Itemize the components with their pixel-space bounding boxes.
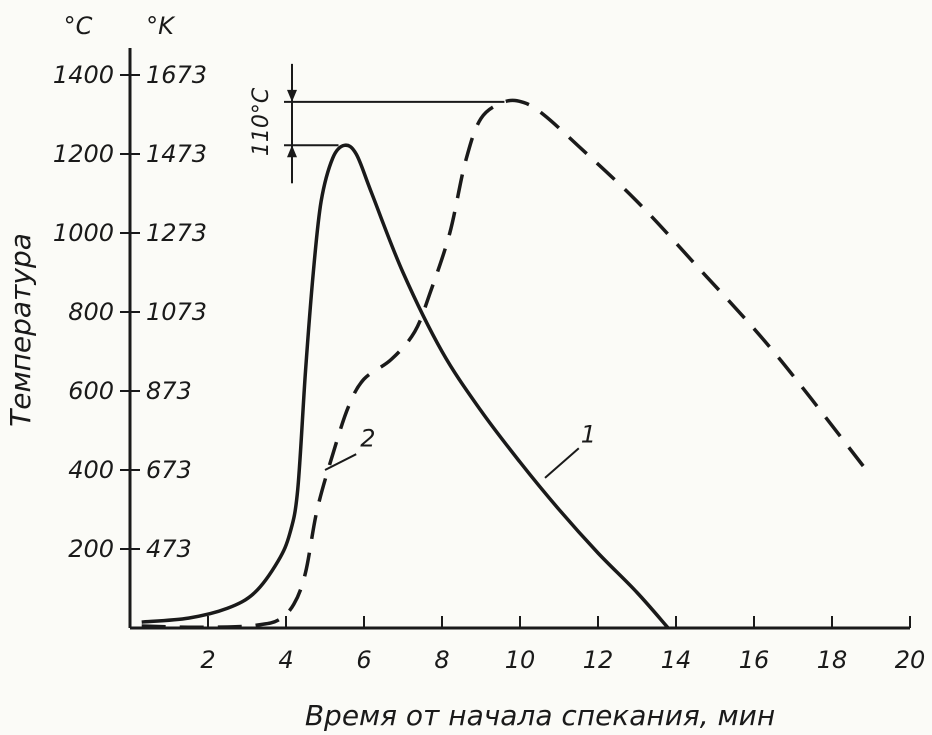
annotation-layer [284, 63, 505, 184]
series-1-label: 1 [581, 420, 596, 448]
labels: °C °K Температура Время от начала спекан… [4, 12, 775, 732]
y-axis-title: Температура [4, 233, 37, 427]
series-2-label: 2 [360, 424, 375, 452]
y-tick-label-c: 1400 [53, 61, 114, 89]
y-tick-label-c: 1000 [53, 219, 114, 247]
y-tick-label-k: 1473 [146, 140, 207, 168]
x-tick-label: 20 [895, 646, 926, 674]
y-tick-label-k: 1073 [146, 298, 207, 326]
x-tick-label: 16 [739, 646, 770, 674]
delta-arrow-up [287, 145, 297, 158]
y-tick-label-k: 873 [146, 377, 192, 405]
delta-arrow-down [287, 89, 297, 102]
x-tick-label: 2 [200, 646, 215, 674]
y-tick-label-c: 200 [68, 535, 114, 563]
series-2-leader [324, 453, 357, 471]
x-tick-label: 8 [434, 646, 449, 674]
y-tick-label-c: 800 [68, 298, 114, 326]
series-2-line [141, 98, 865, 629]
y-tick-label-c: 1200 [53, 140, 114, 168]
x-tick-label: 10 [505, 646, 536, 674]
y-tick-label-c: 600 [68, 377, 114, 405]
series-1-line [141, 143, 670, 630]
x-tick-label: 12 [583, 646, 614, 674]
x-axis-title: Время от начала спекания, мин [305, 699, 775, 732]
y-tick-label-c: 400 [68, 456, 114, 484]
series-1-leader [544, 447, 580, 479]
y-tick-label-k: 673 [146, 456, 192, 484]
x-tick-label: 4 [278, 646, 293, 674]
delta-annotation: 110°C [249, 87, 274, 156]
x-tick-label: 14 [661, 646, 692, 674]
y-tick-label-k: 1673 [146, 61, 207, 89]
y-tick-label-k: 1273 [146, 219, 207, 247]
series-layer: 12 [141, 98, 865, 630]
y-unit-celsius: °C [64, 12, 93, 40]
y-tick-label-k: 473 [146, 535, 192, 563]
x-tick-label: 6 [356, 646, 371, 674]
x-tick-label: 18 [817, 646, 848, 674]
y-unit-kelvin: °K [146, 12, 176, 40]
